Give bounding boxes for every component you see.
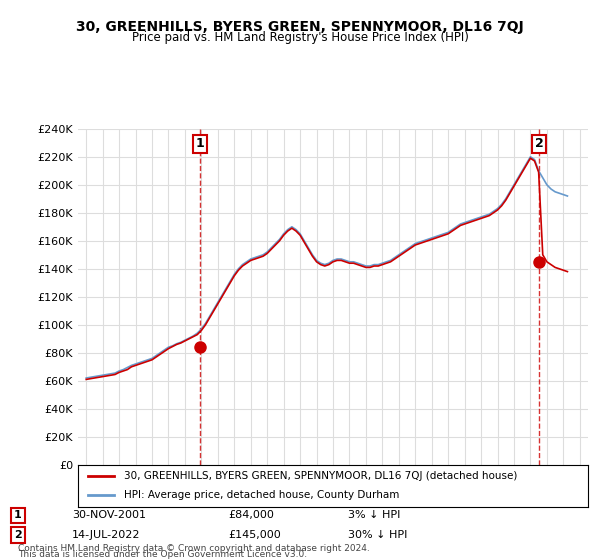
Text: Price paid vs. HM Land Registry's House Price Index (HPI): Price paid vs. HM Land Registry's House … (131, 31, 469, 44)
Text: Contains HM Land Registry data © Crown copyright and database right 2024.: Contains HM Land Registry data © Crown c… (18, 544, 370, 553)
Text: 14-JUL-2022: 14-JUL-2022 (72, 530, 140, 540)
Text: HPI: Average price, detached house, County Durham: HPI: Average price, detached house, Coun… (124, 491, 399, 501)
Text: 3% ↓ HPI: 3% ↓ HPI (348, 510, 400, 520)
Text: 2: 2 (14, 530, 22, 540)
Text: 2: 2 (535, 137, 544, 150)
Text: This data is licensed under the Open Government Licence v3.0.: This data is licensed under the Open Gov… (18, 550, 307, 559)
Text: £145,000: £145,000 (228, 530, 281, 540)
Text: 30% ↓ HPI: 30% ↓ HPI (348, 530, 407, 540)
Text: 1: 1 (196, 137, 205, 150)
Text: £84,000: £84,000 (228, 510, 274, 520)
Text: 30, GREENHILLS, BYERS GREEN, SPENNYMOOR, DL16 7QJ: 30, GREENHILLS, BYERS GREEN, SPENNYMOOR,… (76, 20, 524, 34)
Text: 1: 1 (14, 510, 22, 520)
Text: 30, GREENHILLS, BYERS GREEN, SPENNYMOOR, DL16 7QJ (detached house): 30, GREENHILLS, BYERS GREEN, SPENNYMOOR,… (124, 471, 517, 481)
Text: 30-NOV-2001: 30-NOV-2001 (72, 510, 146, 520)
